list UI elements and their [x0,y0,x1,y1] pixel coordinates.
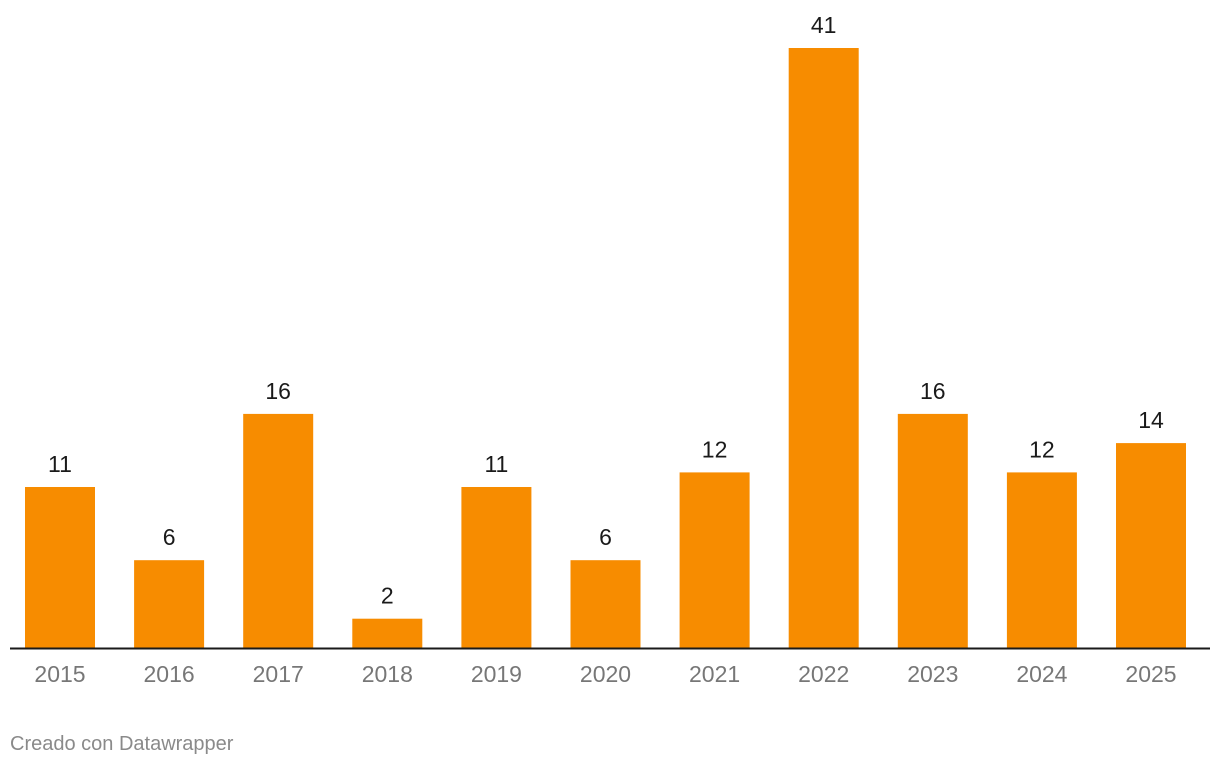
value-label-2015: 11 [48,451,72,477]
x-tick-label-2019: 2019 [471,661,522,687]
x-tick-label-2022: 2022 [798,661,849,687]
x-tick-label-2025: 2025 [1125,661,1176,687]
bar-2023 [897,413,968,648]
value-label-2017: 16 [265,378,291,404]
value-label-2022: 41 [811,12,837,38]
bar-2020 [570,560,641,648]
bars-group [25,48,1186,648]
value-label-2023: 16 [920,378,946,404]
x-tick-label-2016: 2016 [144,661,195,687]
value-labels-group: 11 6 16 2 11 6 12 41 16 12 14 [48,12,1164,609]
x-tick-label-2023: 2023 [907,661,958,687]
value-label-2021: 12 [702,436,728,462]
x-tick-label-2017: 2017 [253,661,304,687]
datawrapper-credit: Creado con Datawrapper [10,733,234,755]
bar-2016 [134,560,205,648]
x-tick-label-2018: 2018 [362,661,413,687]
x-tick-label-2015: 2015 [34,661,85,687]
bar-2015 [25,487,95,648]
bar-2018 [352,618,423,648]
bar-2022 [788,48,859,648]
bar-2019 [461,487,532,648]
x-tick-labels-group: 2015 2016 2017 2018 2019 2020 2021 2022 2023 2024… [34,661,1176,687]
x-tick-label-2024: 2024 [1016,661,1067,687]
value-label-2018: 2 [381,583,394,609]
x-tick-label-2021: 2021 [689,661,740,687]
x-tick-label-2020: 2020 [580,661,631,687]
value-label-2025: 14 [1138,407,1164,433]
bar-2025 [1116,443,1186,648]
bar-chart: 11 6 16 2 11 6 12 41 16 12 14 2015 2016 2017 2018 2019… [10,12,1210,687]
value-label-2016: 6 [163,524,176,550]
value-label-2019: 11 [484,451,508,477]
value-label-2020: 6 [599,524,612,550]
bar-2017 [243,413,314,648]
value-label-2024: 12 [1029,436,1055,462]
bar-2024 [1006,472,1077,648]
bar-2021 [679,472,750,648]
